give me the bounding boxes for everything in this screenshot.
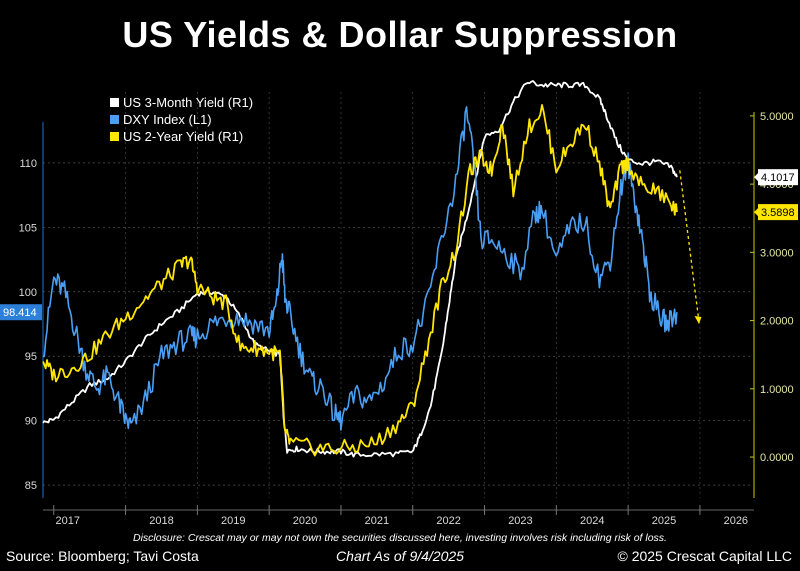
tick-labels: 85 90 95 100 105 110 0.0000 1.0000 2.0000 3.0000 4…	[19, 111, 794, 527]
x-tick-label: 2021	[365, 515, 389, 527]
bill3m-last-value-text: 4.1017	[761, 172, 795, 184]
x-tick-label: 2020	[293, 515, 317, 527]
y-right-tick-label: 3.0000	[760, 247, 794, 259]
x-tick-label: 2023	[508, 515, 532, 527]
y-left-tick-label: 95	[25, 351, 37, 363]
trend-arrow-line	[679, 170, 700, 319]
legend-label-1: US 3-Month Yield (R1)	[123, 95, 253, 110]
x-tick-label: 2026	[724, 515, 748, 527]
dxy-last-value-box	[0, 304, 42, 321]
legend-swatch-3	[110, 132, 119, 141]
bill3m-last-value-box	[758, 169, 798, 186]
y-left-tick-label: 85	[25, 480, 37, 492]
x-tick-label: 2025	[652, 515, 676, 527]
y-right-tick-label: 1.0000	[760, 384, 794, 396]
dxy-last-value-text: 98.414	[3, 307, 37, 319]
x-tick-label: 2017	[56, 515, 80, 527]
legend-label-3: US 2-Year Yield (R1)	[123, 129, 243, 144]
note2y-pointer	[754, 208, 758, 217]
trend-arrow-head	[694, 316, 702, 324]
legend-swatch-1	[110, 98, 119, 107]
source-text: Source: Bloomberg; Tavi Costa	[6, 548, 199, 564]
y-left-tick-label: 105	[19, 222, 37, 234]
legend: US 3-Month Yield (R1) DXY Index (L1) US 2-…	[110, 95, 253, 144]
as-of-text: Chart As of 9/4/2025	[336, 548, 464, 564]
y-right-tick-label: 0.0000	[760, 452, 794, 464]
x-tick-label: 2022	[436, 515, 460, 527]
legend-label-2: DXY Index (L1)	[123, 112, 212, 127]
bill3m-pointer	[754, 173, 758, 182]
annotation-group	[679, 170, 702, 324]
series-group	[42, 80, 678, 458]
note2y-last-value-box	[758, 204, 798, 221]
y-left-tick-label: 110	[19, 158, 37, 170]
y-left-tick-label: 90	[25, 416, 37, 428]
series-line-1	[42, 80, 678, 458]
note2y-last-value-text: 3.5898	[761, 207, 795, 219]
last-value-labels: 98.414 4.1017 3.5898	[0, 169, 798, 321]
y-right-tick-label: 5.0000	[760, 111, 794, 123]
series-line-3	[42, 104, 678, 457]
chart-title: US Yields & Dollar Suppression	[122, 14, 678, 55]
y-left-tick-label: 100	[19, 287, 37, 299]
copyright-text: © 2025 Crescat Capital LLC	[617, 548, 792, 564]
y-right-tick-label: 2.0000	[760, 316, 794, 328]
x-tick-label: 2018	[149, 515, 173, 527]
series-line-2	[42, 106, 678, 431]
legend-swatch-2	[110, 115, 119, 124]
x-tick-label: 2024	[580, 515, 604, 527]
plot-area	[43, 92, 754, 498]
disclosure-text: Disclosure: Crescat may or may not own t…	[133, 532, 667, 544]
x-tick-label: 2019	[221, 515, 245, 527]
